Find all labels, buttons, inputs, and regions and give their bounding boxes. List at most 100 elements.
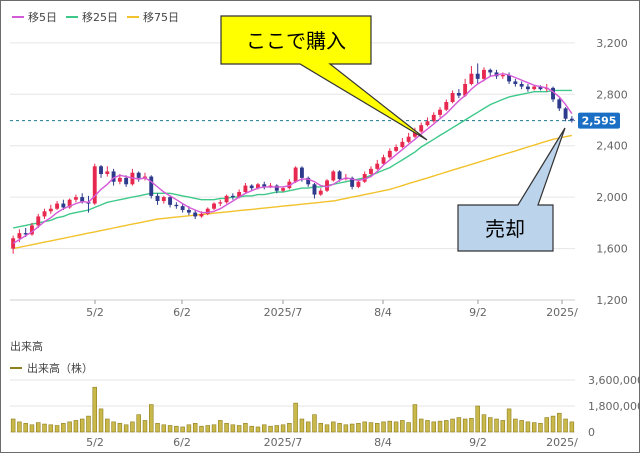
volume-bar [192,423,198,433]
candle-body [350,177,355,187]
volume-legend-label: 出来高（株） [27,361,93,375]
volume-bar [531,422,537,433]
volume-bar [199,425,204,433]
candle-body [557,99,562,109]
volume-bar [418,418,424,433]
volume-bar [230,424,236,433]
volume-bar [73,420,79,433]
volume-y-tick-label: 3,600,000 [588,374,640,387]
volume-bar [142,420,148,433]
volume-bar [105,418,110,433]
candle-body [450,93,455,102]
y-tick-label: 1,200 [596,294,628,307]
volume-x-tick-label: 2025/ [546,436,578,449]
current-price-badge [578,112,620,129]
x-tick-label: 2025/ [546,306,578,319]
volume-bar [29,424,35,433]
candle-body [569,118,574,121]
volume-bar [356,423,361,433]
candle-body [507,75,512,82]
volume-bar [506,408,512,433]
volume-bar [161,424,167,433]
candle-body [136,172,141,178]
volume-bar [406,422,411,433]
candles [11,63,574,254]
volume-bar [375,423,380,433]
volume-bar [331,421,336,433]
candle-body [193,212,198,217]
current-price-label: 2,595 [582,115,617,128]
candle-body [532,86,537,90]
sell-callout-shape [457,127,566,252]
volume-bar [280,424,286,433]
volume-bar [255,426,261,433]
volume-bar [117,423,123,433]
candle-body [199,213,204,217]
candle-body [519,84,524,87]
candle-body [318,190,323,195]
candle-body [312,184,317,195]
volume-bar [249,425,254,433]
volume-bar [343,424,349,433]
volume-bar [67,421,72,433]
ma25-series [12,89,572,229]
volume-y-tick-label: 0 [588,426,595,439]
volume-bar [86,415,91,433]
candle-body [36,216,41,226]
candle-body [237,192,242,198]
volume-bar [368,422,374,433]
candle-body [475,73,480,79]
candle-body [23,233,28,235]
volume-bar [318,423,323,433]
volume-bar [381,421,386,433]
volume-bar [305,421,311,433]
candle-body [381,157,386,164]
candle-body [400,141,405,147]
volume-x-tick-label: 6/2 [173,436,191,449]
volume-bar [337,423,342,433]
volume-grid [10,379,575,433]
candle-body [30,225,34,235]
candle-body [55,203,60,209]
candle-body [375,163,380,169]
candle-body [337,171,342,180]
candle-body [425,121,430,126]
ma5-series [12,72,573,244]
volume-bar [211,424,217,433]
candle-body [99,166,103,174]
volume-bar [412,404,418,433]
candle-body [111,171,116,182]
candle-body [387,150,392,158]
candle-body [412,131,417,137]
volume-bar [167,425,173,433]
candle-body [73,197,78,200]
candle-body [293,167,298,182]
y-tick-label: 3,200 [596,37,628,50]
volume-bar [224,423,229,433]
volume-bar [525,421,531,433]
volume-bar [42,423,47,433]
candle-body [482,69,486,79]
buy-callout: ここで購入 [220,15,428,141]
x-tick-label: 6/2 [173,306,191,319]
volume-bar [17,421,22,433]
x-tick-label: 9/2 [469,306,487,319]
candle-body [92,166,97,204]
candle-body [174,204,179,207]
ma75-series [12,134,573,250]
buy-callout-label: ここで購入 [246,29,346,53]
volume-bar [544,417,549,433]
volume-bar [400,420,405,433]
candle-body [538,86,543,90]
volume-bar [312,414,317,433]
volume-bar [36,422,41,433]
volume-bar [98,408,104,433]
volume-bar [500,420,506,433]
candle-body [394,147,399,151]
candle-body [262,184,267,187]
candle-body [212,203,216,209]
x-tick-label: 8/4 [374,306,392,319]
volume-bar [475,405,480,433]
volume-x-tick-label: 2025/7 [264,436,303,449]
volume-x-tick-label: 8/4 [374,436,392,449]
